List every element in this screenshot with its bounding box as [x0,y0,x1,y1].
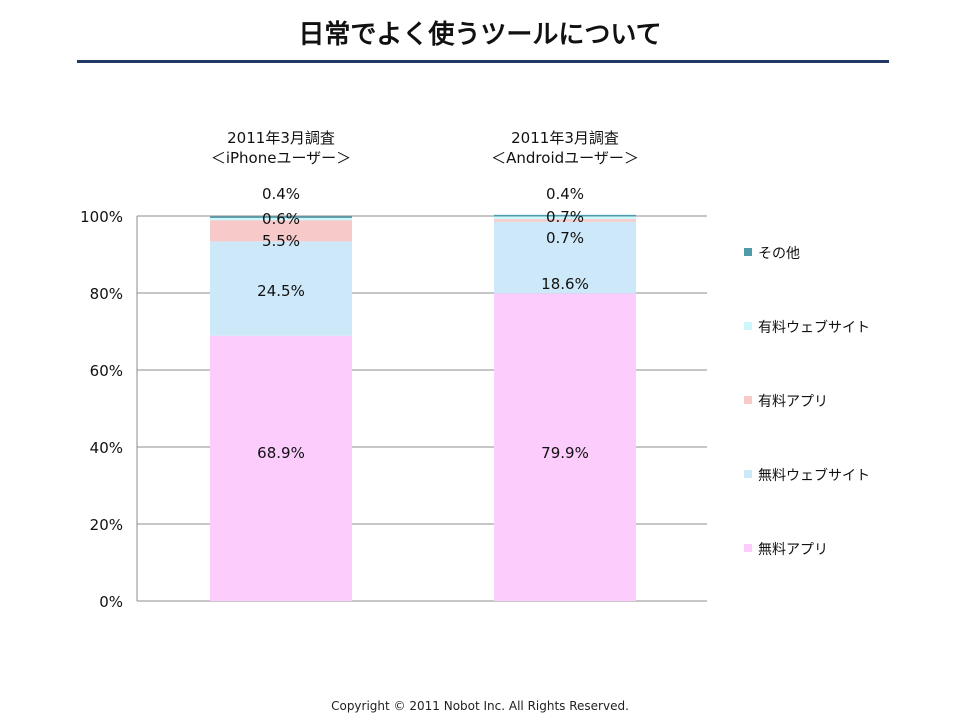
data-label: 68.9% [257,444,305,462]
title-divider [77,60,889,63]
legend-swatch [744,248,752,256]
bar-segment [494,214,636,217]
category-label: 2011年3月調査 [511,129,619,147]
bar-segment [210,335,352,601]
copyright-text: Copyright © 2011 Nobot Inc. All Rights R… [331,699,629,713]
legend-swatch [744,322,752,330]
legend-label: その他 [758,246,800,262]
bar-segment [494,293,636,601]
legend-swatch [744,396,752,404]
legend-label: 無料ウェブサイト [758,467,870,484]
bar-segment [210,217,352,221]
legend-label: 有料アプリ [758,394,828,410]
data-label: 79.9% [541,444,589,462]
y-tick-label: 20% [90,516,123,534]
data-label: 0.7% [546,208,584,226]
data-label: 0.4% [262,185,300,203]
bar-segment [210,241,352,336]
legend-label: 有料ウェブサイト [758,319,870,336]
page-title: 日常でよく使うツールについて [298,20,662,50]
y-tick-label: 0% [99,593,123,611]
category-label: 2011年3月調査 [227,129,335,147]
legend-label: 無料アプリ [758,542,828,558]
category-label: ＜Androidユーザー＞ [491,149,639,167]
bar-segment [210,220,352,242]
y-tick-label: 60% [90,362,123,380]
y-tick-label: 80% [90,285,123,303]
category-label: ＜iPhoneユーザー＞ [211,149,351,167]
data-label: 5.5% [262,232,300,250]
data-label: 0.7% [546,229,584,247]
data-label: 0.6% [262,210,300,228]
y-tick-label: 100% [80,208,123,226]
data-label: 24.5% [257,282,305,300]
legend-swatch [744,470,752,478]
data-label: 0.4% [546,185,584,203]
data-label: 18.6% [541,275,589,293]
legend-swatch [744,544,752,552]
bar-segment [494,219,636,222]
bar-segment [494,221,636,294]
y-tick-label: 40% [90,439,123,457]
bar-segment [494,216,636,220]
bar-segment [210,216,352,218]
